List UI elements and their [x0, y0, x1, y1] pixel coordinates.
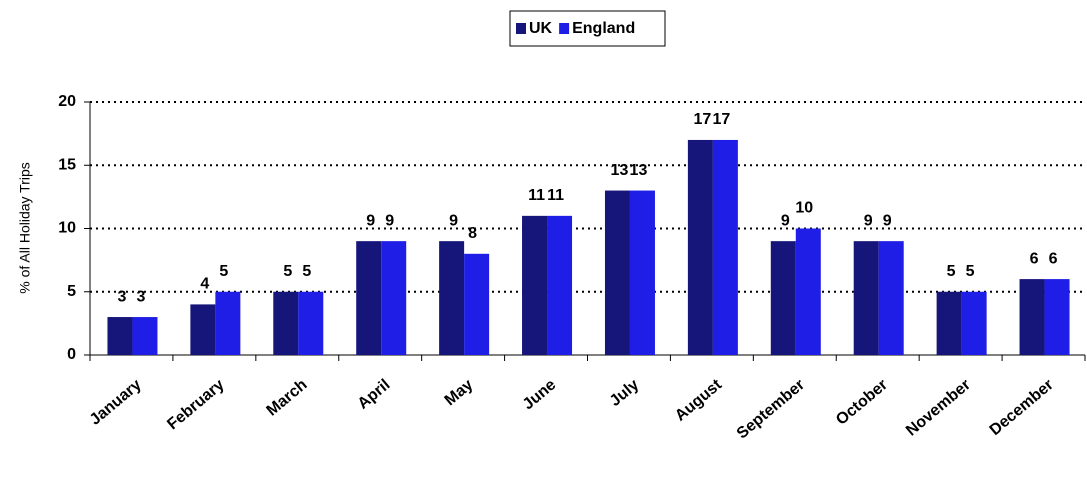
data-label: 17 — [693, 111, 711, 128]
y-tick-label: 0 — [67, 346, 76, 363]
data-label: 5 — [219, 263, 228, 280]
y-axis-label: % of All Holiday Trips — [17, 162, 33, 294]
legend-label: England — [572, 20, 635, 37]
x-tick-label: December — [987, 376, 1057, 439]
bar — [273, 291, 299, 355]
bar — [1044, 279, 1070, 355]
data-label: 9 — [864, 212, 873, 229]
bar — [107, 317, 133, 355]
x-tick-label: August — [672, 376, 726, 425]
data-label: 11 — [547, 187, 564, 204]
bar — [356, 241, 382, 355]
bar — [770, 241, 796, 355]
data-label: 5 — [283, 263, 292, 280]
bar — [439, 241, 465, 355]
data-label: 4 — [200, 276, 209, 293]
bar — [381, 241, 407, 355]
y-tick-label: 15 — [58, 156, 76, 173]
data-label: 3 — [137, 288, 146, 305]
bar — [687, 139, 713, 355]
bar — [936, 291, 962, 355]
data-label: 5 — [966, 263, 975, 280]
data-label: 9 — [385, 212, 394, 229]
bar — [1019, 279, 1045, 355]
x-tick-label: May — [442, 376, 477, 409]
y-tick-label: 20 — [58, 93, 76, 110]
data-label: 6 — [1049, 250, 1058, 267]
data-label: 5 — [947, 263, 956, 280]
bar — [190, 304, 216, 355]
data-label: 9 — [883, 212, 892, 229]
x-tick-label: March — [264, 376, 311, 419]
y-tick-label: 5 — [67, 283, 76, 300]
data-label: 9 — [781, 212, 790, 229]
x-tick-label: September — [734, 376, 808, 442]
bar — [298, 291, 324, 355]
bar — [795, 228, 821, 355]
data-label: 5 — [302, 263, 311, 280]
data-label: 8 — [468, 225, 477, 242]
bar — [464, 253, 490, 355]
x-tick-label: April — [355, 376, 394, 412]
x-tick-label: October — [833, 376, 891, 428]
data-label: 3 — [118, 288, 127, 305]
legend-swatch — [559, 23, 570, 34]
x-tick-label: January — [87, 376, 145, 429]
bar — [878, 241, 904, 355]
bar — [522, 215, 548, 355]
bar — [215, 291, 241, 355]
data-label: 13 — [611, 162, 629, 179]
bar — [961, 291, 987, 355]
data-label: 13 — [630, 162, 648, 179]
data-label: 11 — [528, 187, 545, 204]
legend-label: UK — [529, 20, 553, 37]
bar — [604, 190, 630, 355]
legend-swatch — [516, 23, 526, 34]
x-tick-label: November — [903, 376, 974, 439]
data-label: 6 — [1030, 250, 1039, 267]
data-label: 9 — [449, 212, 458, 229]
bar — [629, 190, 655, 355]
bar — [712, 139, 738, 355]
data-label: 17 — [712, 111, 730, 128]
x-tick-label: February — [164, 376, 227, 433]
bar — [547, 215, 573, 355]
data-label: 9 — [366, 212, 375, 229]
legend-box — [509, 10, 666, 47]
x-tick-label: July — [607, 376, 643, 410]
y-tick-label: 10 — [58, 220, 76, 237]
bar — [132, 317, 158, 355]
data-label: 10 — [795, 200, 813, 217]
bar — [853, 241, 879, 355]
x-tick-label: June — [520, 376, 560, 413]
